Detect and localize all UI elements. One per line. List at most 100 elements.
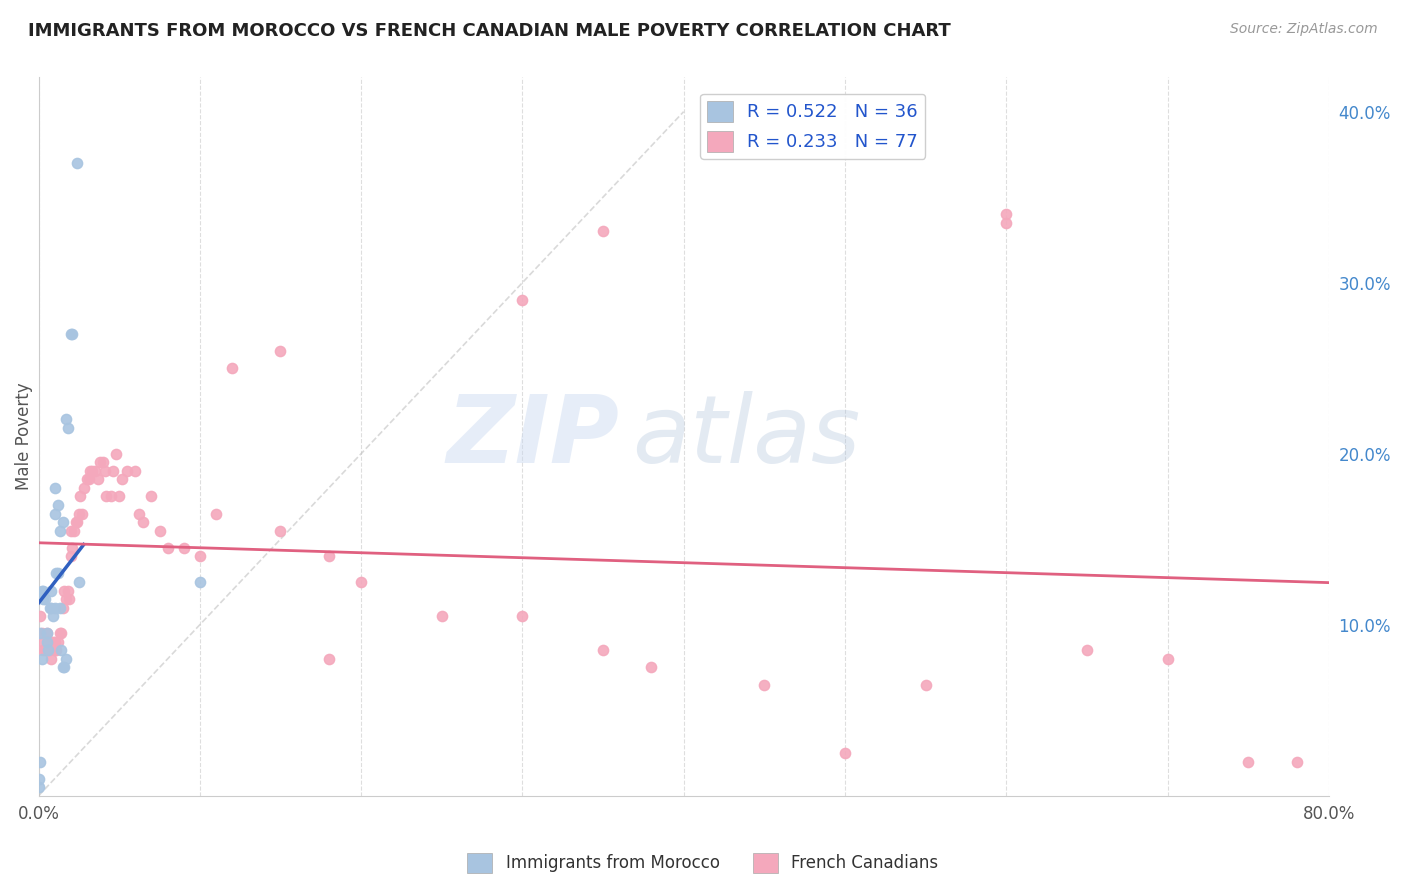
Point [96,490,118,504]
Point [512,293,534,307]
Point [55,652,77,666]
Text: atlas: atlas [633,391,860,482]
Point [59,326,82,341]
Point [70,507,93,521]
Point [58,592,80,607]
Legend: R = 0.522   N = 36, R = 0.233   N = 77: R = 0.522 N = 36, R = 0.233 N = 77 [700,94,925,159]
Point [87,472,110,486]
Point [35,626,58,640]
Point [76,472,98,486]
Point [84,464,107,478]
Point [56,583,79,598]
Point [640,660,662,674]
Point [111,472,134,486]
Point [32,592,55,607]
Point [45,566,67,581]
Point [27,780,49,795]
Point [173,541,195,555]
Point [995,207,1018,221]
Point [27,772,49,786]
Point [188,574,211,589]
Point [34,592,56,607]
Point [48,600,70,615]
Point [41,600,63,615]
Point [512,609,534,624]
Point [188,549,211,564]
Point [148,524,170,538]
Point [156,541,179,555]
Point [31,583,53,598]
Y-axis label: Male Poverty: Male Poverty [15,383,32,491]
Point [592,643,614,657]
Point [69,490,91,504]
Point [44,507,66,521]
Point [100,490,122,504]
Point [430,609,453,624]
Point [59,549,82,564]
Point [53,583,76,598]
Point [41,652,63,666]
Point [37,643,59,657]
Point [55,412,77,426]
Point [56,421,79,435]
Point [117,464,139,478]
Text: Source: ZipAtlas.com: Source: ZipAtlas.com [1230,22,1378,37]
Point [89,455,111,469]
Point [754,677,776,691]
Point [269,524,291,538]
Point [1285,755,1308,769]
Point [592,224,614,238]
Point [42,635,65,649]
Point [42,609,65,624]
Point [31,652,53,666]
Point [35,635,58,649]
Point [104,447,127,461]
Point [32,583,55,598]
Point [55,592,77,607]
Point [41,583,63,598]
Point [1156,652,1178,666]
Point [66,515,89,529]
Point [124,464,146,478]
Point [318,549,340,564]
Point [62,541,84,555]
Point [48,524,70,538]
Point [32,643,55,657]
Point [46,498,69,512]
Point [38,643,60,657]
Text: IMMIGRANTS FROM MOROCCO VS FRENCH CANADIAN MALE POVERTY CORRELATION CHART: IMMIGRANTS FROM MOROCCO VS FRENCH CANADI… [28,22,950,40]
Point [52,600,75,615]
Point [221,361,243,376]
Point [67,574,90,589]
Point [93,464,115,478]
Point [108,490,131,504]
Point [77,472,100,486]
Point [132,515,155,529]
Point [205,507,228,521]
Point [30,609,52,624]
Point [34,643,56,657]
Point [44,600,66,615]
Point [318,652,340,666]
Point [32,635,55,649]
Point [1076,643,1098,657]
Point [44,481,66,495]
Point [128,507,150,521]
Point [1237,755,1260,769]
Point [91,455,114,469]
Point [38,600,60,615]
Point [37,635,59,649]
Point [101,464,124,478]
Point [269,344,291,359]
Point [49,626,72,640]
Point [63,524,86,538]
Point [31,626,53,640]
Point [62,326,84,341]
Point [30,626,52,640]
Text: ZIP: ZIP [446,391,619,483]
Point [914,677,936,691]
Point [350,574,373,589]
Point [80,464,103,478]
Point [30,755,52,769]
Point [67,507,90,521]
